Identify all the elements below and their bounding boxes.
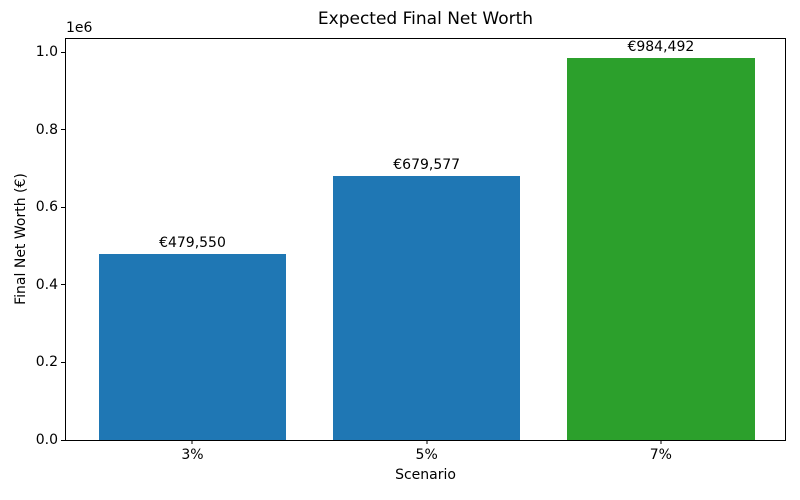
y-tick-mark: [61, 129, 65, 131]
x-tick-mark: [191, 440, 193, 444]
y-tick-label: 0.0: [35, 432, 58, 448]
y-tick-label: 0.2: [35, 354, 58, 371]
x-tick-label: 5%: [415, 447, 438, 463]
y-axis-offset-text: 1e6: [66, 20, 93, 36]
y-tick-mark: [61, 206, 65, 208]
y-axis-label: Final Net Worth (€): [13, 173, 29, 305]
x-axis-label: Scenario: [395, 467, 456, 483]
x-tick-label: 7%: [649, 447, 672, 463]
y-tick-label: 0.8: [35, 121, 58, 138]
y-tick-label: 0.4: [35, 276, 58, 293]
bar-value-label: €679,577: [393, 157, 461, 174]
bar-5-percent: [332, 176, 521, 440]
y-tick-mark: [61, 284, 65, 286]
bar-value-label: €984,492: [627, 39, 695, 56]
y-tick-mark: [61, 439, 65, 441]
y-tick-label: 1.0: [35, 44, 58, 61]
x-tick-label: 3%: [181, 447, 204, 463]
chart-title: Expected Final Net Worth: [317, 9, 534, 29]
x-tick-mark: [660, 440, 662, 444]
bar-value-label: €479,550: [159, 234, 226, 251]
bar-7-percent: [567, 58, 755, 440]
plot-area: €479,550 3% €679,577 5% €984,492 7% 0.0 0.2 0.4 0…: [36, 38, 786, 463]
y-tick-mark: [61, 361, 65, 363]
bar-3-percent: [98, 253, 287, 440]
y-tick-label: 0.6: [35, 199, 58, 216]
x-tick-mark: [426, 440, 428, 444]
y-tick-mark: [61, 51, 65, 53]
